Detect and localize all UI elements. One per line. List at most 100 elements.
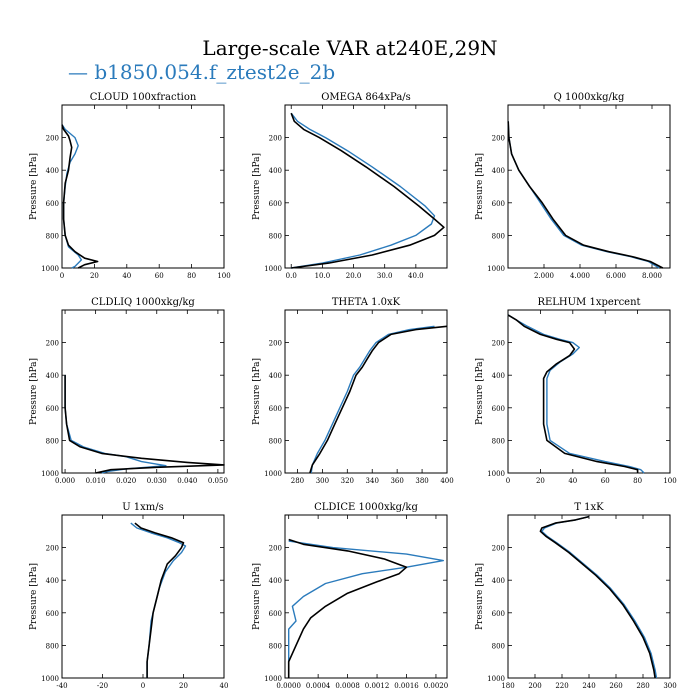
legend-entry: — b1850.054.f_ztest2e_2b (68, 60, 336, 84)
y-tick-label: 800 (269, 232, 282, 240)
x-tick-label: 300 (316, 477, 329, 485)
x-tick-label: -40 (56, 682, 67, 690)
x-tick-label: 30.0 (377, 272, 393, 280)
x-tick-label: 4.000 (570, 272, 590, 280)
y-tick-label: 400 (46, 167, 59, 175)
x-tick-label: 0.0020 (424, 682, 449, 690)
y-tick-label: 200 (46, 545, 59, 553)
y-tick-label: 200 (492, 135, 505, 143)
y-tick-label: 1000 (41, 675, 59, 683)
x-tick-label: 6.000 (606, 272, 626, 280)
x-tick-label: 0.0 (286, 272, 297, 280)
plot-frame (61, 104, 225, 269)
y-tick-label: 1000 (264, 470, 282, 478)
y-tick-label: 600 (46, 200, 59, 208)
x-tick-label: 380 (415, 477, 428, 485)
x-tick-label: -20 (97, 682, 108, 690)
panel-4: THETA 1.0xK 200 400 600 800 1000 280 300 320 340 3… (252, 297, 454, 485)
plot-frame (61, 514, 225, 679)
x-tick-label: 40.0 (408, 272, 424, 280)
panel-title: THETA 1.0xK (332, 297, 401, 308)
series-line-1 (310, 325, 435, 474)
series-line-0 (61, 124, 99, 269)
y-axis-label: Pressure [hPa] (29, 563, 39, 630)
plot-frame (507, 309, 671, 474)
x-tick-label: 0.0012 (365, 682, 390, 690)
panel-title: RELHUM 1xpercent (537, 297, 640, 308)
y-tick-label: 800 (269, 437, 282, 445)
y-tick-label: 600 (269, 610, 282, 618)
y-tick-label: 200 (269, 135, 282, 143)
x-tick-label: 280 (291, 477, 304, 485)
y-tick-label: 400 (46, 577, 59, 585)
x-tick-label: 20.0 (346, 272, 362, 280)
panel-1: OMEGA 864xPa/s 200 400 600 800 1000 0.0 10.0 20.… (252, 92, 448, 280)
panel-title: Q 1000xkg/kg (554, 92, 625, 103)
series-line-1 (288, 540, 444, 678)
x-tick-label: 280 (636, 682, 649, 690)
y-tick-label: 800 (46, 232, 59, 240)
x-tick-label: 0.000 (55, 477, 75, 485)
y-tick-label: 600 (492, 610, 505, 618)
x-tick-label: 8.000 (642, 272, 662, 280)
x-tick-label: 40 (220, 682, 229, 690)
series-line-0 (134, 522, 185, 678)
y-tick-label: 200 (492, 340, 505, 348)
y-tick-label: 800 (492, 232, 505, 240)
x-tick-label: 180 (501, 682, 514, 690)
x-tick-label: 360 (390, 477, 403, 485)
x-tick-label: 20 (179, 682, 188, 690)
y-tick-label: 400 (269, 577, 282, 585)
y-tick-label: 800 (492, 437, 505, 445)
x-tick-label: 0 (141, 682, 145, 690)
y-tick-label: 1000 (264, 675, 282, 683)
y-tick-label: 200 (46, 135, 59, 143)
series-line-0 (309, 325, 448, 474)
series-line-0 (64, 375, 225, 474)
x-tick-label: 40 (568, 477, 577, 485)
plot-frame (61, 309, 225, 474)
series-line-0 (290, 112, 445, 269)
x-tick-label: 0.030 (147, 477, 167, 485)
x-tick-label: 240 (582, 682, 595, 690)
x-tick-label: 0.0004 (306, 682, 331, 690)
y-tick-label: 1000 (487, 470, 505, 478)
x-tick-label: 40 (122, 272, 131, 280)
x-tick-label: 80 (187, 272, 196, 280)
x-tick-label: 2.000 (534, 272, 554, 280)
y-axis-label: Pressure [hPa] (29, 153, 39, 220)
x-tick-label: 20 (90, 272, 99, 280)
panel-6: U 1xm/s 200 400 600 800 1000-40 -20 0 20 40 Pressu… (29, 502, 228, 690)
plot-frame (284, 309, 448, 474)
y-tick-label: 200 (492, 545, 505, 553)
series-line-1 (130, 522, 187, 678)
y-tick-label: 600 (269, 405, 282, 413)
x-tick-label: 10.0 (315, 272, 331, 280)
x-tick-label: 60 (601, 477, 610, 485)
panel-title: CLDLIQ 1000xkg/kg (91, 297, 195, 308)
x-tick-label: 0 (506, 477, 510, 485)
plot-frame (507, 514, 671, 679)
panel-2: Q 1000xkg/kg 200 400 600 800 1000 2.000 4.000 6.… (475, 92, 671, 280)
x-tick-label: 0.010 (86, 477, 106, 485)
y-axis-label: Pressure [hPa] (475, 358, 485, 425)
y-tick-label: 600 (46, 610, 59, 618)
y-tick-label: 400 (269, 372, 282, 380)
x-tick-label: 400 (440, 477, 453, 485)
y-tick-label: 600 (492, 405, 505, 413)
series-line-1 (290, 112, 436, 269)
figure-title: Large-scale VAR at240E,29N (202, 36, 498, 60)
y-tick-label: 800 (46, 642, 59, 650)
y-tick-label: 800 (492, 642, 505, 650)
y-tick-label: 1000 (41, 470, 59, 478)
series-line-1 (507, 314, 645, 474)
y-tick-label: 1000 (264, 265, 282, 273)
plot-frame (284, 104, 448, 269)
panel-title: CLDICE 1000xkg/kg (314, 502, 418, 513)
y-tick-label: 200 (269, 545, 282, 553)
